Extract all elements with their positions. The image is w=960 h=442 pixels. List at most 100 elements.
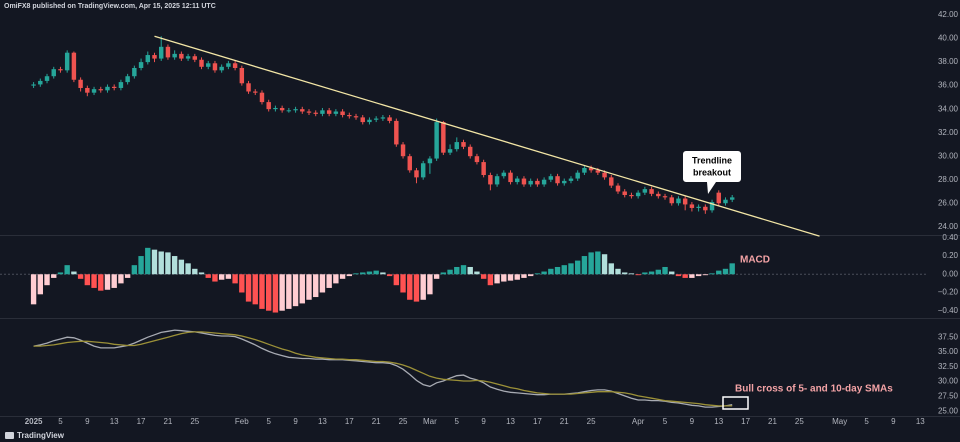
candle-body [98,89,103,91]
candle-body [38,80,43,85]
macd-bar [675,274,682,277]
x-tick-label: 9 [891,417,896,426]
macd-bar [440,272,447,275]
candle-body [78,79,83,88]
candle-body [407,156,412,171]
candle-body [535,180,540,185]
candle-body [649,189,654,194]
macd-bar [346,274,352,277]
candle-body [58,69,63,71]
candle-body [51,69,56,77]
x-tick-label: 5 [58,417,63,426]
macd-bar [635,274,641,276]
x-tick-label: 9 [293,417,298,426]
candle-body [206,63,211,67]
candle-body [44,76,50,81]
macd-bar [655,269,661,275]
macd-bar [77,274,84,279]
macd-bar [642,272,648,275]
macd-bar [212,274,218,282]
macd-bar [521,274,527,278]
macd-bar [272,274,279,313]
candle-body [656,193,661,197]
annotations: Trendline breakout MACD Bull cross of 5-… [683,151,893,410]
x-tick-label: 13 [916,417,925,426]
macd-bar [98,274,104,291]
macd-bar [326,274,332,288]
candle-body [105,86,110,91]
macd-bar [313,274,319,298]
y-tick-label: 0.40 [942,233,958,242]
candle-body [427,158,433,164]
candle-body [306,111,312,113]
candle-body [703,206,708,211]
macd-bar [124,274,131,278]
macd-bar [306,274,312,300]
candle-body [118,82,124,88]
callout-text: Trendline [692,155,732,165]
x-tick-label: 2025 [25,417,43,426]
marks: 2025 5 9 13 17 21 25 Feb 5 9 13 17 21 25 Mar 5 9 13 17 21 25… [0,10,959,426]
macd-bar [171,256,178,275]
y-tick-label: 42.00 [938,10,959,19]
candle-body [273,107,278,110]
candle-body [555,176,560,184]
candle-body [320,110,325,114]
macd-bar [420,274,426,300]
candle-body [132,67,137,77]
candle-body [682,198,688,205]
x-tick-label: 5 [663,417,668,426]
x-tick-label: 5 [864,417,869,426]
macd-bar [104,274,111,290]
candle-body [562,180,567,184]
macd-bar [427,274,433,295]
macd-bar [299,274,305,304]
macd-bar [433,274,440,279]
candle-body [488,175,493,185]
macd-label: MACD [740,255,770,266]
candle-body [212,63,218,71]
footer-logo: TradingView [5,431,65,440]
macd-bar [138,256,144,275]
candle-body [199,59,204,67]
macd-bar [218,274,225,280]
candle-body [266,102,271,110]
macd-bar [407,274,413,300]
candle-body [528,180,533,185]
candle-body [91,89,97,93]
candle-body [185,56,191,59]
x-tick-label: 25 [399,417,408,426]
candle-body [400,144,406,157]
macd-bar [232,274,238,284]
candle-body [246,83,251,92]
macd-bar [353,273,359,275]
y-tick-label: 24.00 [938,222,959,231]
y-tick-label: 37.50 [938,332,959,341]
candle-body [474,156,480,163]
candle-body [615,185,621,192]
candle-body [286,110,292,112]
candle-body [373,118,379,120]
y-tick-label: 35.00 [938,347,959,356]
candle-body [340,111,345,116]
x-tick-label: 25 [190,417,199,426]
macd-bar [57,272,64,275]
x-tick-label: 13 [110,417,119,426]
macd-bar [51,274,57,278]
candle-body [31,84,36,86]
candle-body [508,172,513,183]
y-tick-label: −0.20 [938,288,959,297]
candle-body [347,115,352,117]
y-tick-label: 26.00 [938,198,959,207]
macd-bar [266,274,272,311]
x-tick-label: May [832,417,847,426]
candle-body [360,117,365,123]
macd-bar [689,274,695,278]
macd-bar [118,274,124,284]
footer: TradingView [17,431,65,440]
macd-bar [588,252,594,275]
candle-body [515,178,520,183]
macd-bar [554,266,561,275]
